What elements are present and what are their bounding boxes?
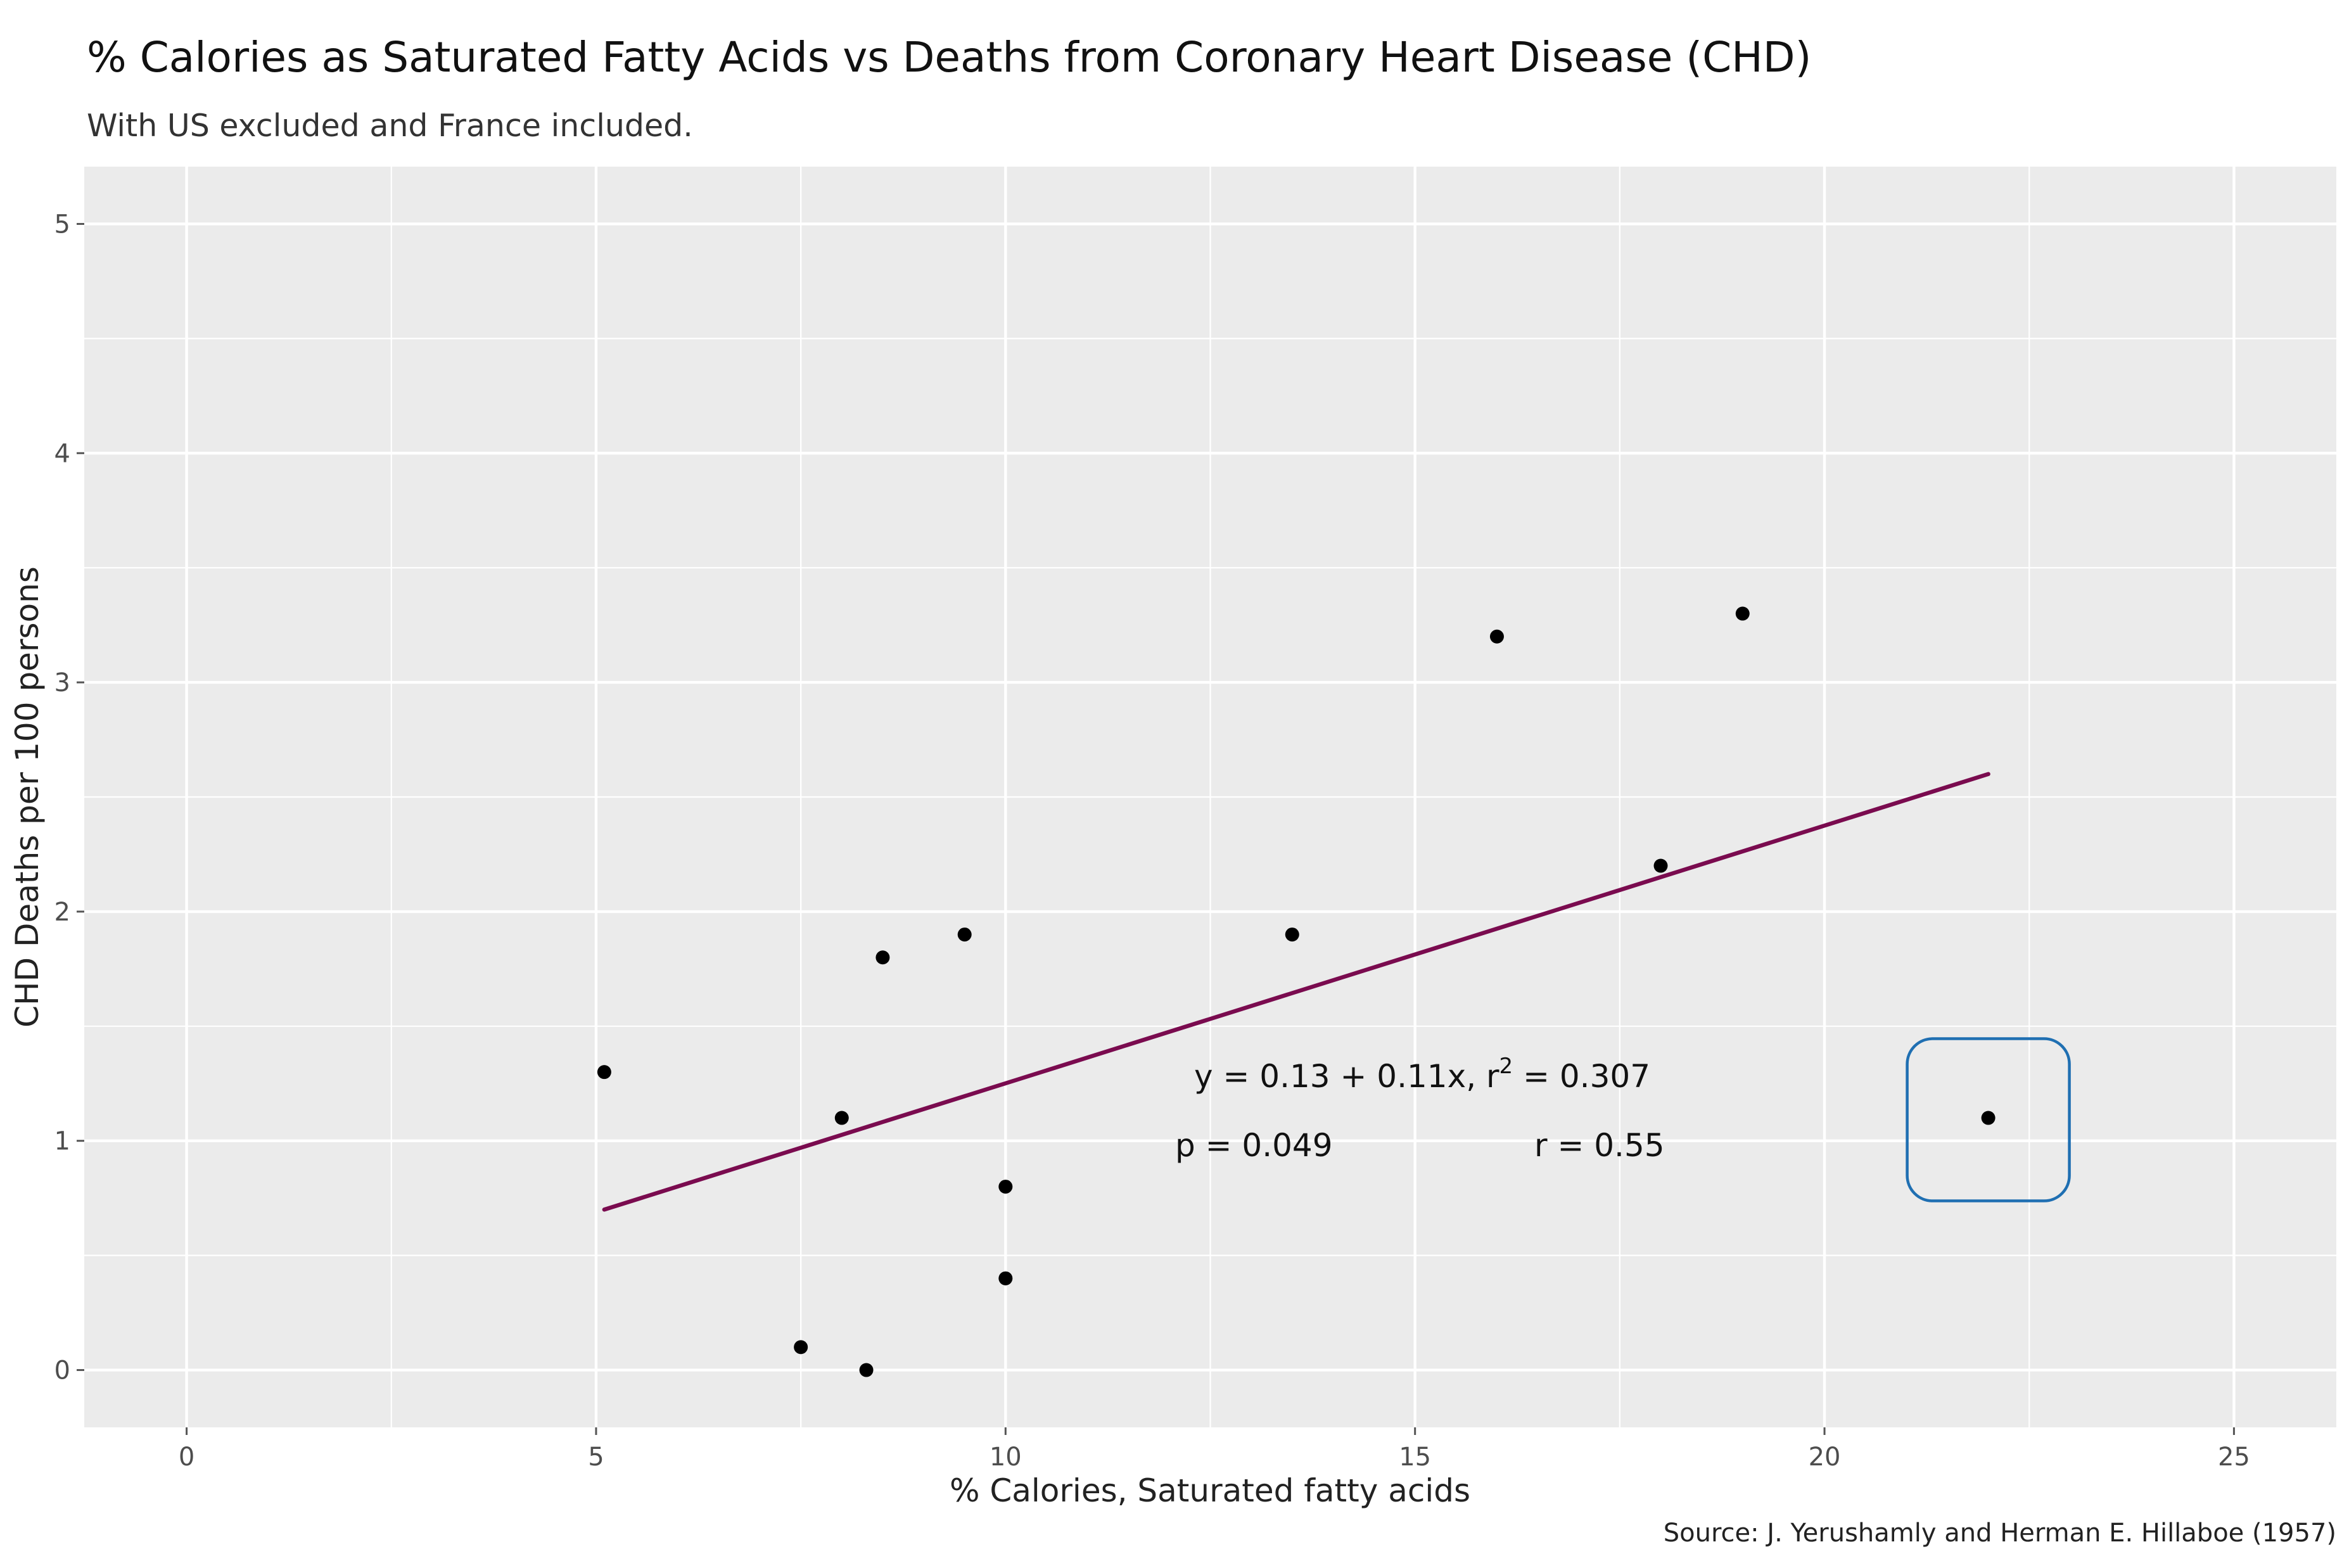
highlight-box: [1906, 1037, 2071, 1202]
chart-source-caption: Source: J. Yerushamly and Herman E. Hill…: [1663, 1519, 2336, 1548]
y-axis: 0 1 2 3 4 5: [54, 210, 84, 1386]
regression-line: [602, 772, 1990, 1212]
regression-equation: y = 0.13 + 0.11x, r2 = 0.307: [1194, 1054, 1650, 1095]
major-gridlines: [84, 167, 2336, 1427]
data-point: [834, 1111, 849, 1125]
data-point: [998, 1271, 1013, 1285]
x-axis: 0 5 10 15 20 25: [179, 1427, 2250, 1472]
r2-value: = 0.307: [1513, 1058, 1650, 1095]
data-point: [875, 950, 890, 965]
data-points: [597, 606, 1996, 1377]
equation-text: y = 0.13 + 0.11x, r: [1194, 1058, 1499, 1095]
data-point: [998, 1180, 1013, 1194]
data-point: [1653, 858, 1668, 873]
data-point: [1489, 629, 1504, 644]
data-point: [1981, 1111, 1996, 1125]
highlight-group: [1906, 1037, 2071, 1202]
x-axis-title: % Calories, Saturated fatty acids: [950, 1472, 1470, 1509]
y-tick-label: 1: [54, 1127, 70, 1156]
data-point: [597, 1065, 611, 1080]
chart-title: % Calories as Saturated Fatty Acids vs D…: [87, 33, 1812, 82]
data-point: [794, 1340, 808, 1354]
chart-subtitle: With US excluded and France included.: [87, 108, 693, 144]
x-tick-label: 20: [1809, 1443, 1841, 1472]
y-tick-label: 2: [54, 898, 70, 927]
data-point: [1285, 927, 1299, 942]
r2-superscript: 2: [1499, 1054, 1513, 1079]
x-tick-label: 10: [990, 1443, 1022, 1472]
x-tick-label: 15: [1399, 1443, 1431, 1472]
y-tick-label: 3: [54, 668, 70, 698]
y-tick-label: 4: [54, 439, 70, 468]
minor-gridlines: [84, 167, 2336, 1427]
x-tick-label: 25: [2218, 1443, 2250, 1472]
data-point: [957, 927, 972, 942]
x-tick-label: 0: [179, 1443, 194, 1472]
data-point: [859, 1363, 874, 1377]
x-tick-label: 5: [588, 1443, 604, 1472]
data-point: [1735, 606, 1750, 621]
p-value-label: p = 0.049: [1175, 1127, 1333, 1164]
r-value-label: r = 0.55: [1534, 1127, 1665, 1164]
regression-line-group: [602, 772, 1990, 1212]
y-tick-label: 5: [54, 210, 70, 239]
y-axis-title: CHD Deaths per 100 persons: [9, 566, 46, 1028]
y-tick-label: 0: [54, 1356, 70, 1386]
